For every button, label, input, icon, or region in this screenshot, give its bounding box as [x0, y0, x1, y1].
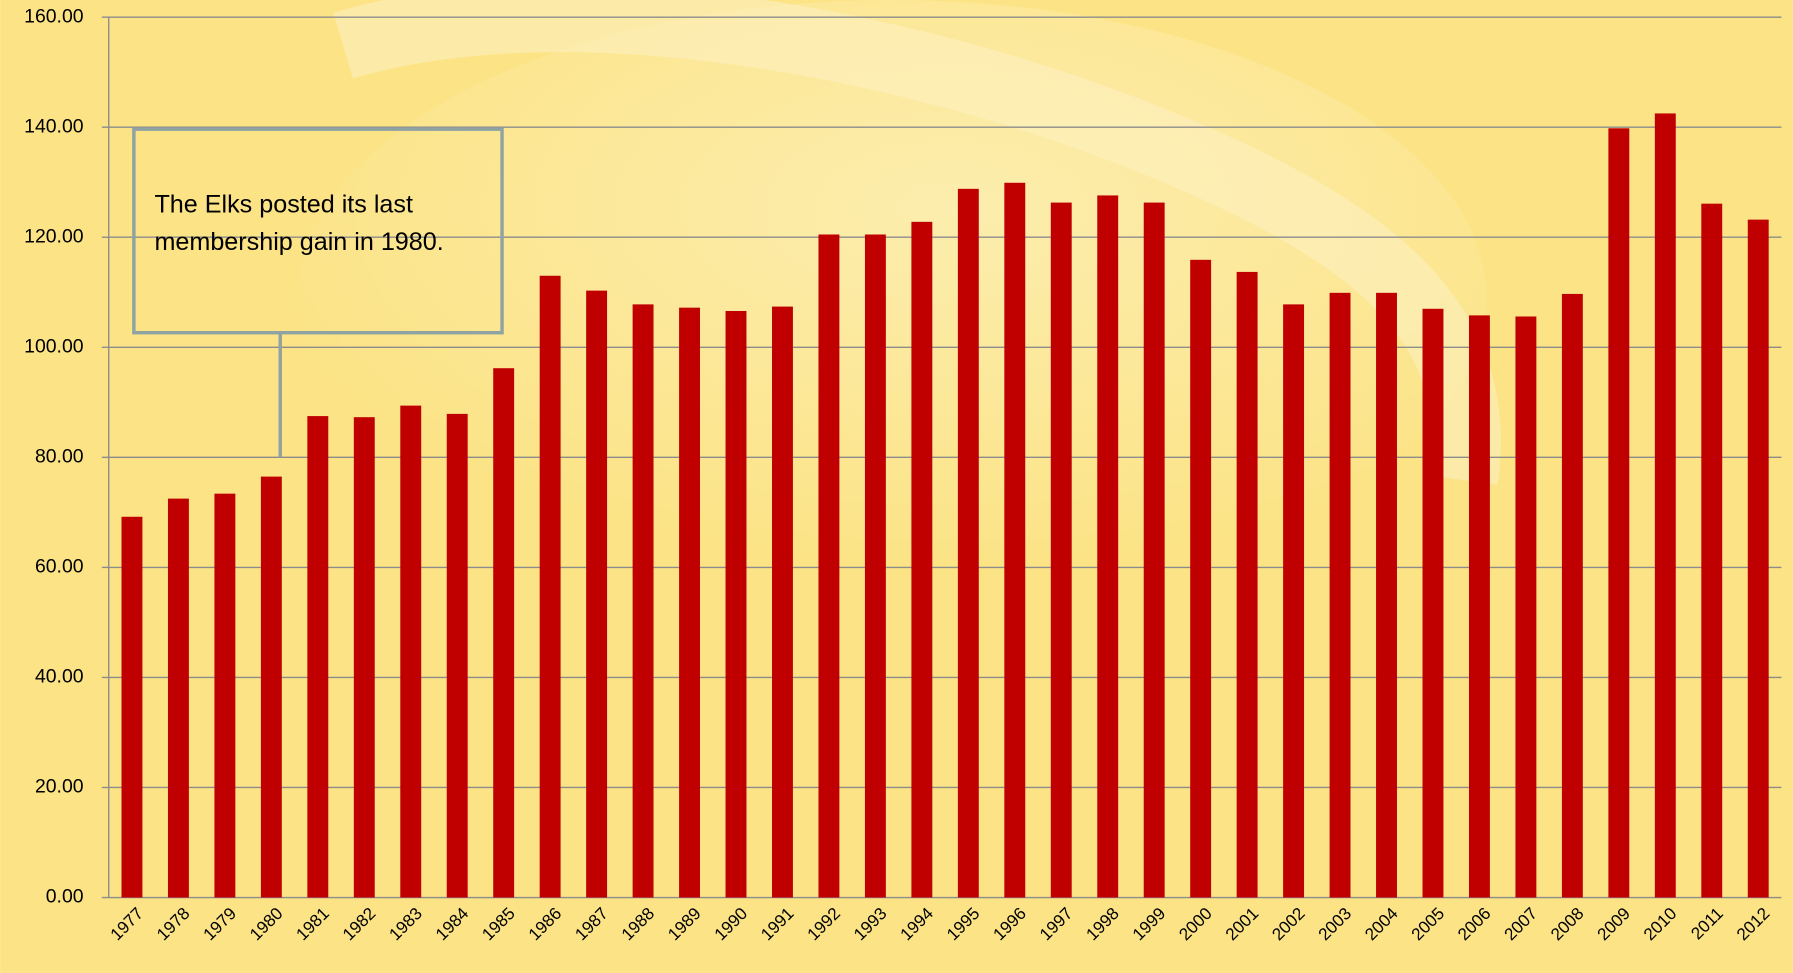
- bar: [1422, 308, 1444, 898]
- bar: [725, 310, 747, 898]
- bar: [1050, 202, 1072, 898]
- bar: [1283, 304, 1305, 898]
- y-tick-label: 120.00: [24, 225, 84, 247]
- bar: [1376, 292, 1397, 898]
- bar: [1236, 271, 1258, 898]
- y-tick-label: 100.00: [24, 335, 84, 357]
- y-tick-label: 0.00: [46, 886, 84, 908]
- annotation: membership gain in 1980.: [154, 228, 443, 256]
- y-tick-label: 40.00: [35, 666, 84, 688]
- bar: [121, 516, 143, 898]
- y-tick-label: 20.00: [35, 776, 84, 798]
- bar: [400, 405, 422, 898]
- bar: [493, 368, 515, 898]
- y-tick-label: 80.00: [35, 445, 84, 467]
- bar: [260, 476, 282, 898]
- y-tick-label: 60.00: [35, 556, 84, 578]
- bar: [818, 234, 840, 898]
- bar: [214, 493, 236, 898]
- bar: [864, 234, 886, 898]
- bar: [1515, 316, 1537, 898]
- bar: [307, 416, 329, 898]
- bar: [1747, 219, 1769, 898]
- bar: [586, 290, 608, 898]
- bar: [1561, 293, 1583, 898]
- bar: [679, 307, 700, 898]
- bar: [446, 413, 468, 898]
- y-tick-label: 160.00: [24, 5, 84, 27]
- bar: [957, 188, 979, 898]
- bar: [1004, 182, 1026, 898]
- bar: [167, 498, 189, 898]
- bar: [353, 417, 375, 898]
- bar: [1654, 113, 1676, 898]
- bar: [632, 304, 654, 898]
- bar: [1468, 315, 1490, 898]
- bar: [772, 306, 793, 898]
- y-tick-label: 140.00: [24, 115, 84, 137]
- bar: [1329, 292, 1351, 898]
- bar: [1097, 195, 1119, 898]
- bar: [1143, 202, 1165, 898]
- bar: [1701, 203, 1723, 898]
- bar: [911, 221, 933, 898]
- bar: [539, 275, 561, 898]
- bar: [1190, 259, 1212, 898]
- annotation: The Elks posted its last: [154, 190, 413, 218]
- callout-box: [132, 127, 504, 335]
- bar: [1608, 128, 1630, 898]
